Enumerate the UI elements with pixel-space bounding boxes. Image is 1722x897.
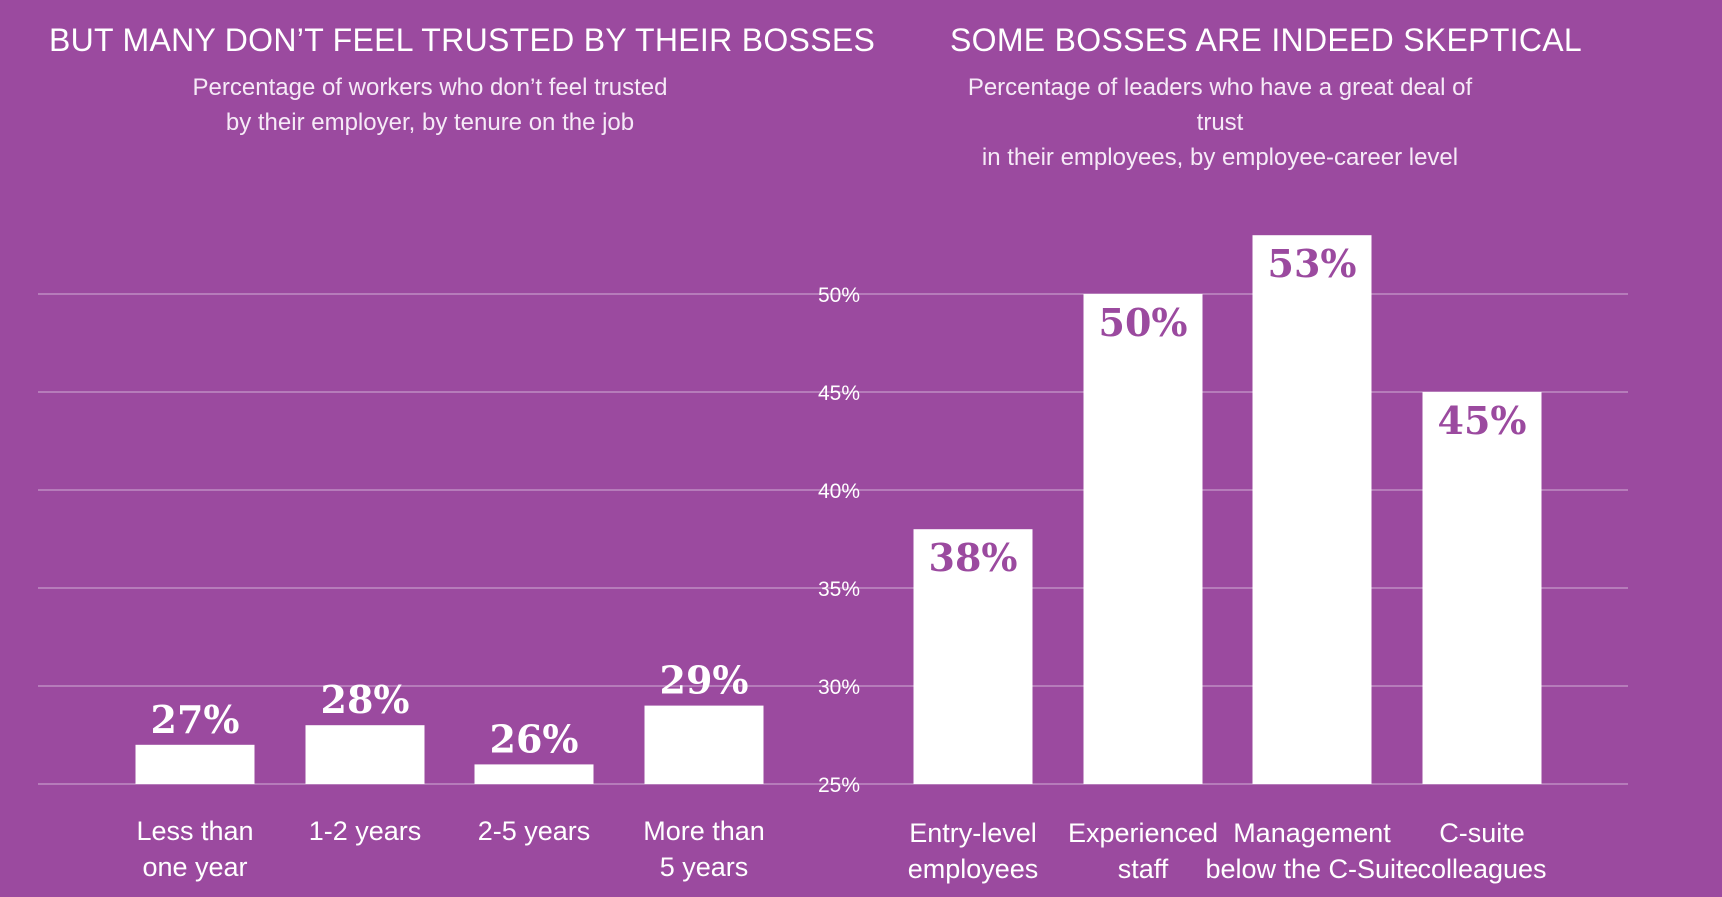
left-chart-subtitle: Percentage of workers who don’t feel tru… — [190, 70, 670, 140]
bar — [1422, 392, 1542, 784]
category-label: 2-5 years — [478, 816, 591, 846]
bar — [644, 705, 764, 784]
left-subtitle-line-2: by their employer, by tenure on the job — [225, 109, 635, 136]
category-label: Less than — [136, 816, 253, 846]
category-label: 5 years — [660, 852, 749, 882]
bar — [1252, 235, 1372, 784]
category-label: 1-2 years — [309, 816, 422, 846]
category-label: Management — [1233, 818, 1391, 848]
bar — [1083, 294, 1203, 784]
y-tick-label: 40% — [818, 480, 860, 503]
bar — [913, 529, 1033, 784]
bar-value-label: 53% — [1268, 241, 1357, 286]
bar-value-label: 26% — [490, 716, 579, 761]
category-label: staff — [1118, 854, 1169, 884]
y-tick-label: 45% — [818, 382, 860, 405]
right-chart-title: SOME BOSSES ARE INDEED SKEPTICAL — [950, 22, 1583, 58]
category-label: below the C-Suite — [1205, 854, 1418, 884]
right-chart-subtitle: Percentage of leaders who have a great d… — [960, 70, 1480, 175]
bar-value-label: 27% — [151, 697, 240, 742]
right-subtitle-line-2: in their employees, by employee-career l… — [981, 144, 1459, 171]
right-subtitle-line-1: Percentage of leaders who have a great d… — [967, 74, 1473, 136]
y-tick-label: 50% — [818, 284, 860, 307]
bar — [474, 764, 594, 784]
category-label: Experienced — [1068, 818, 1218, 848]
bar — [305, 725, 425, 784]
bar-value-label: 50% — [1099, 300, 1188, 345]
category-label: employees — [908, 854, 1039, 884]
y-tick-label: 35% — [818, 578, 860, 601]
y-tick-label: 25% — [818, 774, 860, 797]
bar — [135, 744, 255, 784]
bar-value-label: 29% — [660, 658, 749, 703]
left-subtitle-line-1: Percentage of workers who don’t feel tru… — [192, 74, 668, 101]
left-chart-title: BUT MANY DON’T FEEL TRUSTED BY THEIR BOS… — [49, 22, 876, 58]
bar-value-label: 28% — [321, 677, 410, 722]
category-label: one year — [142, 852, 247, 882]
category-label: colleagues — [1417, 854, 1546, 884]
bar-value-label: 38% — [929, 535, 1018, 580]
category-label: C-suite — [1439, 818, 1525, 848]
bar-value-label: 45% — [1438, 398, 1527, 443]
category-label: Entry-level — [909, 818, 1037, 848]
y-tick-label: 30% — [818, 676, 860, 699]
category-label: More than — [643, 816, 765, 846]
